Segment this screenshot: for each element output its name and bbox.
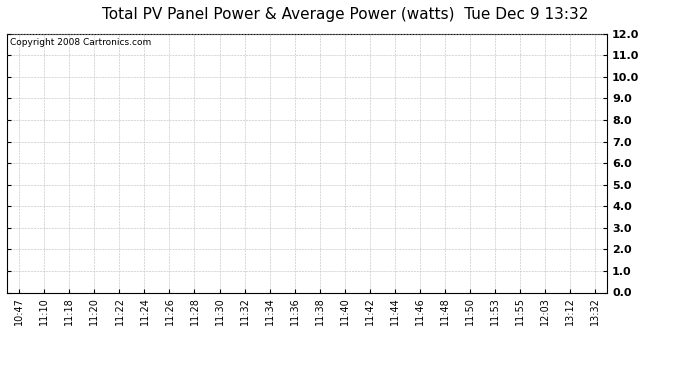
- Text: Total PV Panel Power & Average Power (watts)  Tue Dec 9 13:32: Total PV Panel Power & Average Power (wa…: [102, 8, 588, 22]
- Text: Copyright 2008 Cartronics.com: Copyright 2008 Cartronics.com: [10, 38, 151, 46]
